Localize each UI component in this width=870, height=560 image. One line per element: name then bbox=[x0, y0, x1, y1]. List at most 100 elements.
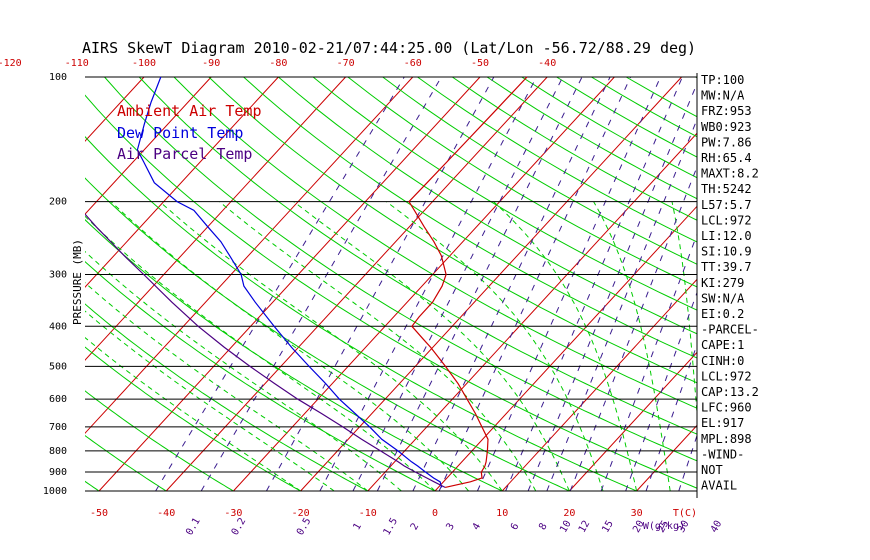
top-temp-tick-label: -40 bbox=[538, 58, 556, 69]
stat-item: WB0:923 bbox=[701, 120, 752, 134]
pressure-tick-label: 800 bbox=[49, 446, 67, 457]
pressure-tick-label: 200 bbox=[49, 197, 67, 208]
stat-item: KI:279 bbox=[701, 276, 744, 290]
dry-adiabat-line bbox=[85, 135, 637, 492]
stat-item: MAXT:8.2 bbox=[701, 167, 759, 181]
moist-adiabat-line bbox=[293, 201, 570, 492]
pressure-tick-label: 100 bbox=[49, 72, 67, 83]
stat-item: MW:N/A bbox=[701, 89, 745, 103]
pressure-tick-label: 1000 bbox=[43, 486, 67, 497]
mixing-ratio-line bbox=[546, 118, 697, 492]
mixing-ratio-label: 2 bbox=[409, 521, 422, 532]
mixing-ratio-line bbox=[412, 76, 611, 492]
moist-adiabat-line bbox=[85, 336, 301, 492]
mixing-ratio-label: 0.1 bbox=[184, 516, 203, 537]
moist-adiabat-line bbox=[386, 201, 604, 492]
mixing-ratio-label: 40 bbox=[709, 519, 725, 535]
dry-adiabat-line bbox=[243, 76, 697, 359]
isobar-lines bbox=[85, 73, 698, 498]
isotherm-line bbox=[85, 76, 414, 434]
stat-item: FRZ:953 bbox=[701, 104, 752, 118]
dry-adiabat-lines bbox=[85, 76, 870, 492]
pressure-tick-label: 400 bbox=[49, 321, 67, 332]
moist-adiabat-line bbox=[219, 201, 537, 492]
top-temp-tick-label: -90 bbox=[202, 58, 220, 69]
mixing-ratio-label: 12 bbox=[577, 519, 593, 535]
mixing-ratio-label: 0.5 bbox=[295, 516, 314, 537]
pressure-tick-label: 700 bbox=[49, 422, 67, 433]
dew-point-line bbox=[136, 76, 443, 488]
bottom-temp-tick-label: 30 bbox=[631, 508, 643, 519]
stat-item: LCL:972 bbox=[701, 213, 752, 227]
stat-item: TH:5242 bbox=[701, 182, 752, 196]
isotherm-line bbox=[233, 76, 615, 492]
bottom-temp-tick-label: -20 bbox=[292, 508, 310, 519]
top-temperature-ticks: -120 -110 -100 -90 -80 -70 -60 -50 -40 bbox=[0, 58, 556, 69]
bottom-temp-tick-label: -50 bbox=[90, 508, 108, 519]
dry-adiabat-line bbox=[104, 76, 697, 462]
mixing-ratio-label: 1.5 bbox=[382, 516, 401, 537]
mixing-ratio-line bbox=[527, 82, 697, 492]
y-axis-label: PRESSURE (MB) bbox=[71, 239, 84, 325]
dry-adiabat-line bbox=[85, 434, 167, 492]
mixing-ratio-label: 4 bbox=[471, 521, 484, 532]
chart-title: AIRS SkewT Diagram 2010-02-21/07:44:25.0… bbox=[82, 39, 696, 57]
mixing-ratio-line bbox=[438, 76, 632, 492]
stat-item: AVAIL bbox=[701, 479, 737, 493]
isotherm-line bbox=[165, 76, 548, 492]
stat-item: NOT bbox=[701, 463, 723, 477]
profile-series bbox=[85, 76, 528, 488]
mixing-ratio-line bbox=[200, 76, 442, 492]
parcel-temp-line bbox=[85, 213, 446, 488]
isotherm-line bbox=[367, 132, 697, 492]
isotherm-line bbox=[85, 76, 279, 288]
stat-item: LCL:972 bbox=[701, 369, 752, 383]
isotherm-line bbox=[636, 424, 697, 492]
isotherm-line bbox=[569, 351, 697, 492]
moist-adiabat-line bbox=[159, 201, 503, 492]
mixing-ratio-line bbox=[569, 165, 697, 492]
stat-item: L57:5.7 bbox=[701, 198, 752, 212]
top-temp-tick-label: -80 bbox=[269, 58, 287, 69]
moist-adiabat-line bbox=[85, 282, 369, 492]
stat-item: -PARCEL- bbox=[701, 323, 759, 337]
mixing-ratio-label: 30 bbox=[676, 519, 692, 535]
mixing-ratio-label: 6 bbox=[509, 521, 522, 532]
dry-adiabat-line bbox=[765, 77, 870, 491]
dry-adiabat-line bbox=[85, 177, 570, 492]
bottom-temp-tick-label: -10 bbox=[359, 508, 377, 519]
ambient-temp-line bbox=[408, 76, 528, 488]
mixing-ratio-line bbox=[376, 76, 583, 492]
stat-item: CINH:0 bbox=[701, 354, 744, 368]
legend-parcel: Air Parcel Temp bbox=[117, 145, 252, 163]
mixing-ratio-line bbox=[505, 76, 683, 492]
mixing-ratio-label: 8 bbox=[537, 521, 550, 532]
moist-adiabat-line bbox=[85, 250, 402, 492]
dry-adiabat-line bbox=[138, 76, 697, 435]
stat-item: LFC:960 bbox=[701, 401, 752, 415]
dry-adiabat-line bbox=[85, 94, 697, 489]
stat-item: LI:12.0 bbox=[701, 229, 752, 243]
dry-adiabat-line bbox=[85, 390, 234, 492]
dry-adiabat-line bbox=[278, 76, 697, 335]
top-temp-tick-label: -60 bbox=[404, 58, 422, 69]
top-temp-tick-label: -70 bbox=[337, 58, 355, 69]
isotherm-line bbox=[98, 76, 481, 492]
mixing-ratio-label: 15 bbox=[600, 519, 616, 535]
isotherm-line bbox=[85, 76, 212, 215]
mixing-ratio-line bbox=[265, 76, 495, 492]
dry-adiabat-line bbox=[85, 260, 436, 492]
pressure-ticks: 100 200 300 400 500 600 700 800 900 1000 bbox=[43, 72, 67, 497]
mixing-ratio-label: 3 bbox=[444, 521, 457, 532]
moist-adiabat-line bbox=[85, 215, 436, 492]
mixing-ratio-label: 10 bbox=[558, 519, 574, 535]
isotherm-lines bbox=[0, 76, 697, 492]
legend-ambient: Ambient Air Temp bbox=[117, 102, 262, 120]
pressure-tick-label: 600 bbox=[49, 394, 67, 405]
x-axis-label: T(C) bbox=[673, 508, 697, 519]
stat-item: -WIND- bbox=[701, 447, 744, 461]
mixing-ratio-line bbox=[476, 76, 661, 492]
isotherm-line bbox=[0, 77, 10, 491]
stat-item: PW:7.86 bbox=[701, 135, 752, 149]
